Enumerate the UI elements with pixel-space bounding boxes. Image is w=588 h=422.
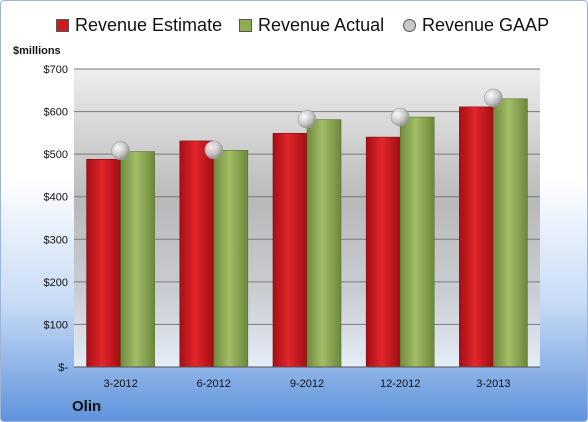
legend-swatch-estimate: [56, 19, 69, 32]
marker-gaap: [204, 140, 224, 160]
legend-item-actual: Revenue Actual: [239, 15, 384, 36]
legend-label-actual: Revenue Actual: [258, 15, 385, 35]
bar-estimate: [86, 158, 121, 368]
y-tick-label: $400: [44, 192, 68, 204]
bar-actual: [306, 119, 342, 368]
marker-gaap: [297, 109, 317, 129]
bar-actual: [399, 116, 435, 368]
x-tick-label: 3-2012: [103, 378, 137, 390]
y-tick-label: $600: [44, 107, 68, 119]
marker-gaap: [484, 88, 503, 108]
y-tick-label: $300: [44, 234, 68, 246]
legend-swatch-actual: [239, 19, 252, 32]
legend-item-estimate: Revenue Estimate: [56, 15, 222, 36]
legend-item-gaap: Revenue GAAP: [403, 15, 549, 36]
y-axis-unit-label: $millions: [13, 45, 61, 57]
bar-estimate: [365, 136, 401, 368]
bar-actual: [493, 98, 528, 368]
y-tick-label: $-: [58, 362, 68, 374]
x-tick-label: 9-2012: [290, 378, 324, 390]
bar-actual: [213, 150, 249, 368]
marker-gaap: [111, 141, 130, 161]
y-tick-label: $100: [44, 319, 68, 331]
bar-estimate: [272, 132, 308, 368]
x-tick-label: 12-2012: [380, 378, 420, 390]
company-name: Olin: [72, 398, 102, 415]
marker-gaap: [390, 107, 410, 127]
legend-label-estimate: Revenue Estimate: [75, 15, 223, 35]
legend-swatch-gaap: [403, 19, 416, 32]
legend-label-gaap: Revenue GAAP: [422, 15, 550, 35]
y-tick-label: $700: [44, 64, 68, 76]
x-tick-label: 3-2013: [476, 378, 510, 390]
y-tick-label: $200: [44, 277, 68, 289]
bar-estimate: [459, 106, 494, 368]
bar-actual: [120, 151, 155, 368]
legend: Revenue Estimate Revenue Actual Revenue …: [1, 15, 587, 43]
y-tick-label: $500: [44, 149, 68, 161]
x-tick-label: 6-2012: [197, 378, 231, 390]
bar-estimate: [179, 140, 215, 368]
